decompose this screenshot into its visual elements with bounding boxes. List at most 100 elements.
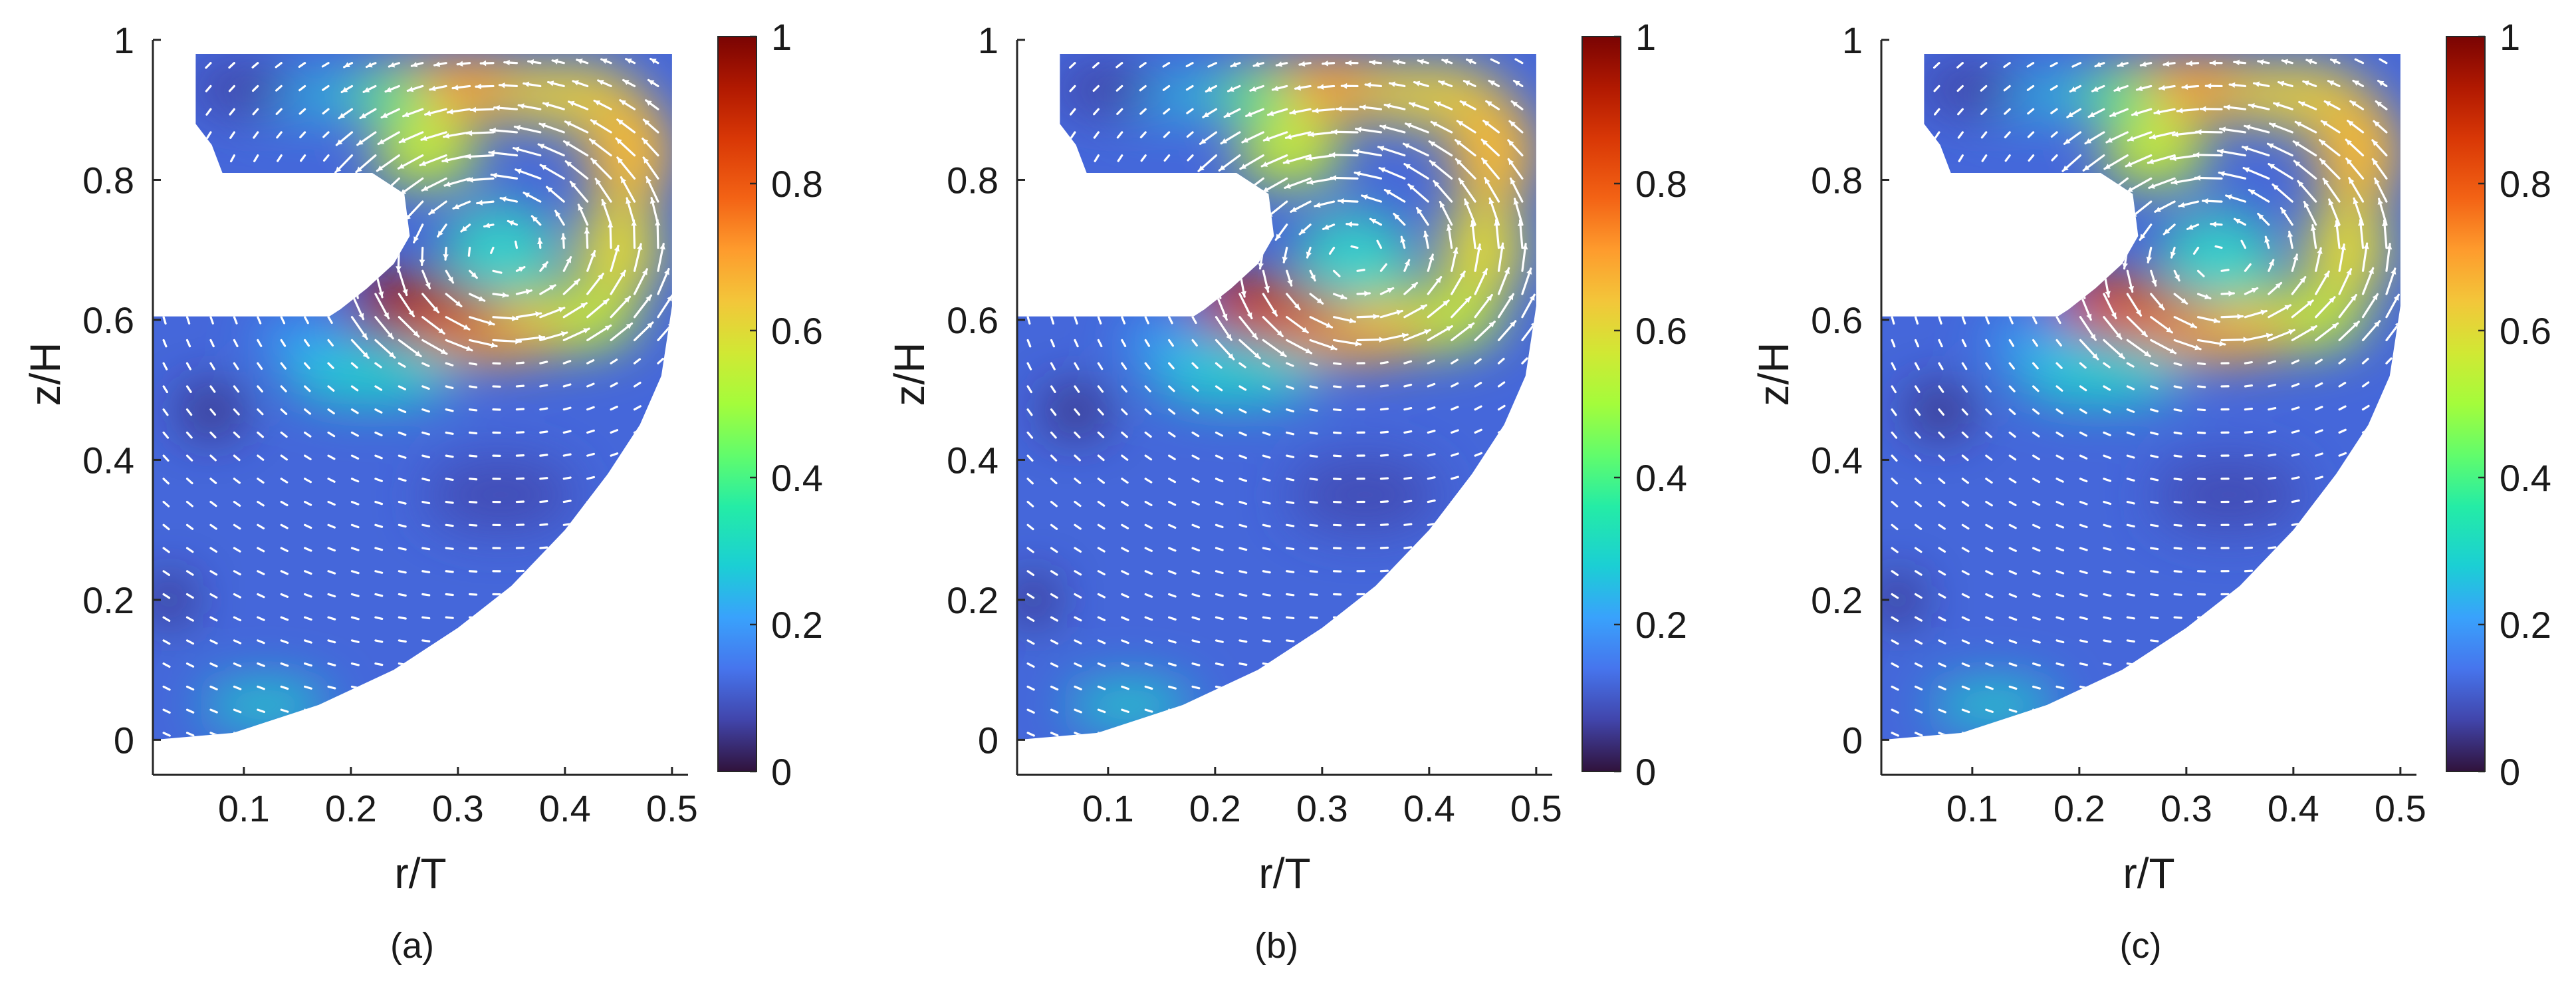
velocity-arrowhead — [2065, 219, 2071, 225]
velocity-vector — [1168, 523, 1177, 529]
velocity-arrowhead — [573, 279, 580, 285]
velocity-arrowhead — [1258, 263, 1264, 269]
velocity-arrowhead — [2178, 202, 2185, 208]
velocity-vector — [1497, 615, 1506, 619]
velocity-vector — [421, 454, 431, 459]
velocity-vector — [1961, 732, 1970, 736]
velocity-vector — [2049, 84, 2058, 91]
velocity-vector — [1985, 362, 1992, 370]
velocity-vector — [2055, 500, 2064, 506]
velocity-vector — [2079, 639, 2088, 643]
velocity-vector — [1191, 316, 1197, 325]
velocity-vector — [1286, 639, 1295, 642]
velocity-vector — [209, 478, 217, 484]
velocity-vector — [2173, 732, 2182, 735]
velocity-arrowhead — [1404, 164, 1411, 170]
velocity-vector — [1474, 707, 1483, 711]
velocity-arrowhead — [1272, 85, 1279, 92]
velocity-arrowhead — [2105, 190, 2111, 196]
velocity-vector — [2338, 707, 2347, 711]
velocity-vector — [1451, 661, 1460, 665]
velocity-arrowhead — [2122, 263, 2128, 269]
velocity-vector — [2055, 454, 2064, 460]
velocity-vector — [276, 131, 283, 139]
velocity-vector — [233, 500, 241, 507]
velocity-vector — [2315, 592, 2324, 596]
velocity-vector — [1886, 62, 1893, 69]
velocity-vector — [2126, 685, 2135, 689]
velocity-vector — [1934, 108, 1940, 116]
velocity-vector — [1191, 339, 1198, 347]
velocity-vector — [1427, 592, 1436, 596]
velocity-arrowhead — [2363, 243, 2369, 249]
velocity-vector — [304, 593, 312, 598]
velocity-arrowhead — [339, 219, 345, 226]
velocity-vector — [1189, 223, 1194, 233]
velocity-vector — [2338, 684, 2347, 688]
velocity-vector — [2173, 593, 2182, 596]
velocity-arrowhead — [2254, 81, 2260, 87]
velocity-arrowhead — [1286, 134, 1292, 140]
velocity-vector — [1144, 570, 1153, 575]
velocity-vector — [209, 408, 217, 416]
velocity-arrowhead — [2230, 82, 2236, 88]
velocity-vector — [1072, 223, 1076, 233]
velocity-vector — [182, 131, 189, 140]
velocity-vector — [1186, 108, 1194, 114]
velocity-vector — [1938, 408, 1945, 416]
colorbar-tick-label: 0.8 — [2500, 163, 2551, 205]
velocity-vector — [1521, 591, 1530, 596]
velocity-arrowhead — [1338, 198, 1344, 204]
velocity-arrowhead — [361, 219, 367, 225]
velocity-vector — [562, 476, 572, 480]
velocity-vector — [2244, 477, 2254, 480]
velocity-vector — [515, 408, 525, 411]
velocity-vector — [1238, 385, 1247, 391]
velocity-vector — [1936, 223, 1940, 233]
velocity-arrowhead — [2294, 161, 2301, 167]
velocity-vector — [2385, 567, 2395, 573]
velocity-vector — [162, 339, 168, 348]
velocity-vector — [2220, 269, 2230, 272]
velocity-vector — [539, 384, 548, 388]
velocity-vector — [304, 385, 311, 392]
x-tick-label: 0.2 — [2053, 787, 2105, 829]
velocity-vector — [1168, 408, 1176, 415]
velocity-arrowhead — [2391, 268, 2397, 275]
velocity-vector — [657, 614, 666, 619]
velocity-vector — [1121, 339, 1127, 347]
velocity-vector — [1914, 339, 1920, 348]
velocity-arrowhead — [364, 86, 370, 92]
velocity-arrowhead — [461, 225, 467, 232]
velocity-vector — [633, 521, 642, 526]
velocity-arrowhead — [1446, 326, 1453, 332]
velocity-vector — [1403, 383, 1413, 388]
velocity-arrowhead — [1482, 158, 1488, 165]
velocity-vector — [2032, 593, 2041, 598]
velocity-vector — [421, 639, 431, 642]
velocity-arrowhead — [440, 349, 447, 354]
velocity-vector — [1474, 452, 1483, 457]
velocity-arrowhead — [646, 177, 651, 184]
velocity-vector — [468, 547, 478, 550]
velocity-arrowhead — [2351, 295, 2357, 301]
velocity-arrowhead — [429, 85, 436, 92]
velocity-vector — [1938, 708, 1946, 714]
velocity-arrowhead — [1365, 82, 1371, 88]
velocity-vector — [322, 84, 330, 91]
velocity-arrowhead — [1280, 351, 1286, 356]
velocity-vector — [1074, 385, 1080, 393]
velocity-vector — [2032, 732, 2041, 736]
velocity-vector — [1497, 568, 1506, 573]
velocity-arrowhead — [2210, 221, 2216, 227]
velocity-vector — [586, 452, 595, 457]
velocity-vector — [1092, 62, 1100, 69]
velocity-vector — [586, 429, 595, 434]
velocity-vector — [2008, 685, 2018, 690]
velocity-vector — [185, 223, 189, 233]
velocity-arrowhead — [576, 59, 583, 65]
velocity-vector — [257, 316, 262, 325]
velocity-arrowhead — [1276, 61, 1283, 67]
velocity-vector — [1121, 293, 1125, 302]
velocity-vector — [2032, 246, 2035, 256]
